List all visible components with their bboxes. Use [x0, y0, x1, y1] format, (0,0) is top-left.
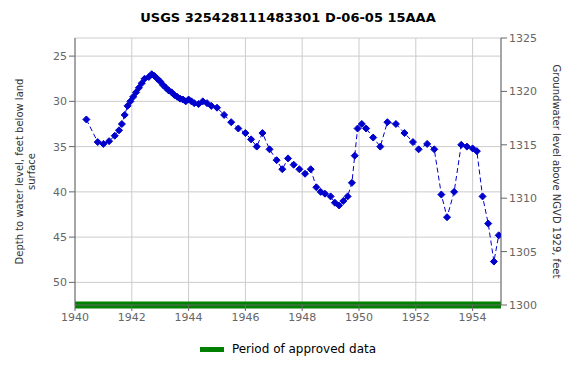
svg-text:1950: 1950: [345, 311, 373, 324]
svg-text:1315: 1315: [509, 139, 537, 152]
svg-text:1325: 1325: [509, 32, 537, 45]
svg-text:Depth to water level, feet bel: Depth to water level, feet below landsur…: [14, 79, 37, 265]
svg-text:1942: 1942: [118, 311, 146, 324]
svg-text:25: 25: [53, 50, 67, 63]
svg-text:35: 35: [53, 141, 67, 154]
svg-text:50: 50: [53, 276, 67, 289]
html-text:Period of approved data: Period of approved data: [231, 342, 377, 356]
svg-text:1305: 1305: [509, 246, 537, 259]
html-text:USGS 325428111483301 D-06-05 1: USGS 325428111483301 D-06-05 15AAA: [140, 10, 436, 25]
svg-text:1946: 1946: [231, 311, 259, 324]
svg-text:1948: 1948: [288, 311, 316, 324]
svg-text:1944: 1944: [175, 311, 203, 324]
svg-text:1952: 1952: [402, 311, 430, 324]
svg-text:40: 40: [53, 186, 67, 199]
svg-text:1954: 1954: [459, 311, 487, 324]
svg-text:1310: 1310: [509, 192, 537, 205]
svg-text:Groundwater level above NGVD 1: Groundwater level above NGVD 1929, feet: [551, 65, 562, 279]
svg-text:30: 30: [53, 95, 67, 108]
svg-text:1320: 1320: [509, 85, 537, 98]
svg-text:1300: 1300: [509, 299, 537, 312]
svg-text:45: 45: [53, 231, 67, 244]
svg-text:1940: 1940: [61, 311, 89, 324]
